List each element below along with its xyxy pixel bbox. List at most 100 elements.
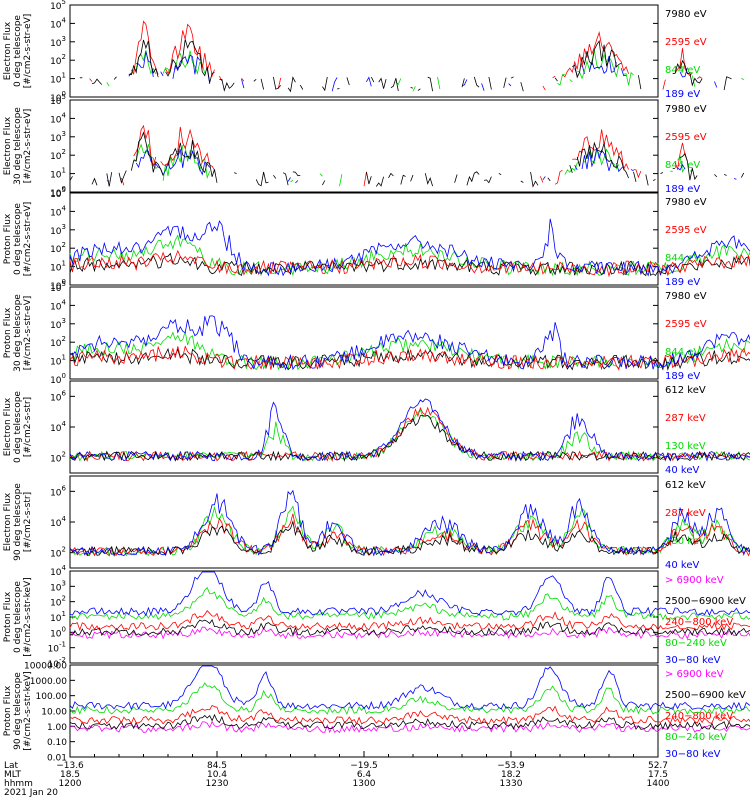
y-axis-label-line: MEPED	[0, 506, 3, 538]
series-black	[79, 39, 732, 93]
series-green	[69, 234, 750, 277]
x-tick-hhmm: 1300	[353, 779, 376, 789]
y-axis-label: TED Electron Flux 0 deg telescope [#/cm2-s-…	[0, 14, 33, 89]
legend-entry: 2500−6900 keV	[665, 596, 746, 607]
legend-entry: 2595 eV	[665, 225, 707, 236]
y-tick-label: 10.00	[41, 708, 67, 718]
y-tick-label: 100	[50, 625, 66, 639]
panel-frame	[69, 192, 659, 286]
y-axis-label-line: TED	[0, 137, 3, 156]
legend-entry: 130 keV	[665, 536, 706, 547]
x-tick-hhmm: 1330	[500, 779, 523, 789]
y-tick-label: 103	[50, 317, 66, 331]
series-blue	[69, 218, 750, 277]
x-tick-mlt: 17.5	[648, 770, 668, 780]
y-tick-label: 105	[50, 0, 66, 12]
x-tick-mlt: 6.4	[357, 770, 372, 780]
y-tick-label: 104	[50, 204, 66, 218]
panel-frame	[69, 570, 659, 664]
y-tick-label: 1000.00	[30, 677, 67, 687]
legend-entry: 130 keV	[665, 441, 706, 452]
series-blue	[69, 571, 750, 617]
y-axis-label-line: TED	[0, 42, 3, 61]
x-row-label: Lat	[4, 761, 19, 771]
series-black	[69, 520, 750, 557]
series-black	[69, 131, 745, 188]
x-tick-hhmm: 1200	[59, 779, 82, 789]
series-blue	[69, 489, 750, 557]
y-tick-label: 103	[50, 35, 66, 49]
x-tick-lat: 52.7	[648, 761, 668, 771]
x-tick-mlt: 18.2	[501, 770, 521, 780]
y-tick-label: 103	[50, 223, 66, 237]
y-tick-label: 102	[50, 546, 66, 560]
x-row-label: hhmm	[4, 779, 33, 789]
series-red	[69, 610, 750, 632]
y-tick-label: 101	[50, 354, 66, 368]
legend-entry: 287 keV	[665, 413, 706, 424]
legend-entry: 7980 eV	[665, 291, 707, 302]
y-axis-label: MEPED Electron Flux 90 deg telescope [#/cm2…	[0, 483, 33, 561]
panel-frame	[69, 4, 659, 98]
legend-entry: 40 keV	[665, 465, 699, 476]
y-tick-label: 106	[50, 389, 66, 403]
x-tick-lat: −53.9	[497, 761, 525, 771]
panel-8: 0.010.101.0010.00100.001000.0010000.00ME…	[0, 662, 750, 764]
y-axis-label-line: Proton Flux	[3, 213, 13, 264]
legend-entry: 2595 eV	[665, 319, 707, 330]
y-tick-label: 102	[50, 53, 66, 67]
series-green	[107, 50, 750, 91]
y-axis-label-line: MEPED	[0, 411, 3, 443]
x-tick-mlt: 10.4	[207, 770, 227, 780]
y-tick-label: 0.01	[47, 754, 67, 764]
x-tick-mlt: 18.5	[60, 770, 80, 780]
legend-entry: 287 keV	[665, 508, 706, 519]
series-blue	[107, 148, 750, 183]
y-tick-label: 101	[50, 167, 66, 181]
legend-entry: > 6900 keV	[665, 669, 724, 680]
y-axis-label-line: Proton Flux	[3, 307, 13, 358]
y-axis-label-line: [#/cm2-s-str-keV]	[23, 577, 33, 656]
y-axis-label-line: Proton Flux	[3, 685, 13, 736]
legend-entry: 189 eV	[665, 371, 700, 382]
y-axis-label-line: 90 deg telescope	[13, 483, 23, 561]
series-black	[69, 347, 750, 371]
y-axis-label: TED Proton Flux 30 deg telescope [#/cm2-s-s…	[0, 294, 33, 372]
x-row-label: MLT	[4, 770, 22, 780]
y-tick-label: 102	[50, 595, 66, 609]
y-tick-label: 102	[50, 335, 66, 349]
y-tick-label: 104	[50, 515, 66, 529]
y-axis-label-line: [#/cm2-s-str]	[23, 492, 33, 552]
panel-frame	[69, 286, 659, 380]
y-tick-label: 104	[50, 111, 66, 125]
legend-entry: 189 eV	[665, 184, 700, 195]
y-axis-label-line: Electron Flux	[3, 116, 13, 175]
legend-entry: 612 keV	[665, 385, 706, 396]
y-axis-label-line: TED	[0, 230, 3, 249]
y-axis-label-line: [#/cm2-s-str-eV]	[23, 296, 33, 371]
y-tick-label: 102	[50, 451, 66, 465]
y-axis-label-line: 0 deg telescope	[13, 581, 23, 653]
y-tick-label: 10000.00	[24, 662, 67, 672]
legend-entry: 80−240 keV	[665, 732, 727, 743]
series-blue	[69, 315, 750, 371]
series-black	[69, 619, 750, 637]
x-tick-lat: −19.5	[350, 761, 378, 771]
y-axis-label-line: [#/cm2-s-str]	[23, 397, 33, 457]
series-red	[69, 249, 750, 278]
y-axis-label-line: [#/cm2-s-str-eV]	[23, 109, 33, 184]
series-blue	[69, 398, 750, 462]
legend-entry: 7980 eV	[665, 197, 707, 208]
y-axis-label-line: Electron Flux	[3, 397, 13, 456]
y-axis-label-line: MEPED	[0, 601, 3, 633]
series-black	[69, 414, 750, 463]
series-red	[69, 345, 750, 371]
date-label: 2021 Jan 20	[4, 788, 58, 798]
x-tick-lat: 84.5	[207, 761, 227, 771]
series-black	[69, 252, 750, 277]
y-axis-label-line: 0 deg telescope	[13, 15, 23, 87]
